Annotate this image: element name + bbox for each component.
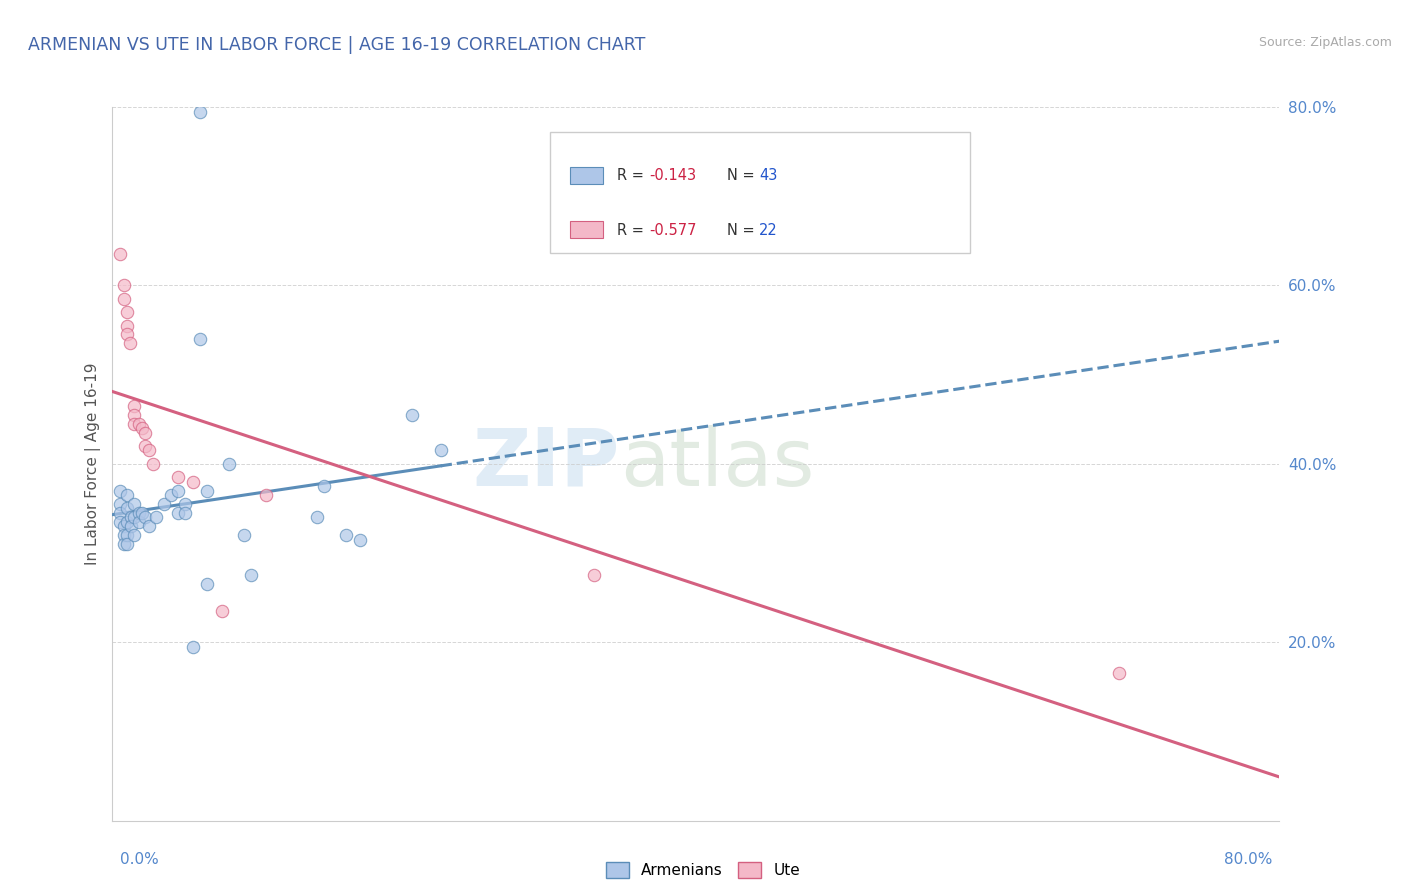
Text: ZIP: ZIP — [472, 425, 620, 503]
Point — [134, 439, 156, 453]
Point — [134, 425, 156, 440]
Text: 0.0%: 0.0% — [120, 852, 159, 867]
Point — [401, 408, 423, 422]
Point — [188, 332, 211, 346]
Point — [254, 488, 277, 502]
Point — [138, 519, 160, 533]
Point — [131, 506, 153, 520]
Point — [124, 510, 146, 524]
Legend: Armenians, Ute: Armenians, Ute — [600, 856, 806, 884]
Point — [134, 510, 156, 524]
Text: Source: ZipAtlas.com: Source: ZipAtlas.com — [1258, 36, 1392, 49]
Point — [124, 417, 146, 431]
FancyBboxPatch shape — [550, 132, 970, 253]
Text: ARMENIAN VS UTE IN LABOR FORCE | AGE 16-19 CORRELATION CHART: ARMENIAN VS UTE IN LABOR FORCE | AGE 16-… — [28, 36, 645, 54]
Point — [112, 528, 135, 542]
Point — [167, 470, 190, 484]
Point — [195, 577, 218, 591]
Point — [305, 510, 328, 524]
Point — [188, 104, 211, 119]
Point — [115, 327, 138, 342]
Point — [115, 488, 138, 502]
Point — [195, 483, 218, 498]
Point — [349, 533, 371, 547]
Point — [128, 515, 150, 529]
Text: 80.0%: 80.0% — [1225, 852, 1272, 867]
Point — [335, 528, 357, 542]
Text: N =: N = — [727, 168, 759, 183]
Text: -0.143: -0.143 — [650, 168, 696, 183]
Point — [312, 479, 335, 493]
Point — [112, 278, 135, 293]
Text: R =: R = — [617, 168, 648, 183]
Point — [240, 568, 263, 582]
Point — [108, 483, 131, 498]
Point — [108, 506, 131, 520]
Point — [108, 515, 131, 529]
Point — [174, 497, 197, 511]
Point — [115, 515, 138, 529]
Point — [145, 510, 167, 524]
Point — [124, 497, 146, 511]
Text: -0.577: -0.577 — [650, 223, 697, 238]
Point — [115, 528, 138, 542]
Point — [181, 640, 204, 654]
Point — [160, 488, 183, 502]
Point — [582, 568, 605, 582]
Point — [138, 443, 160, 458]
FancyBboxPatch shape — [569, 167, 603, 184]
Point — [115, 501, 138, 516]
Point — [167, 506, 190, 520]
Y-axis label: In Labor Force | Age 16-19: In Labor Force | Age 16-19 — [86, 362, 101, 566]
Text: R =: R = — [617, 223, 648, 238]
Point — [211, 604, 233, 618]
Text: 22: 22 — [759, 223, 778, 238]
Point — [152, 497, 174, 511]
Point — [115, 318, 138, 333]
Point — [112, 292, 135, 306]
Point — [181, 475, 204, 489]
Point — [218, 457, 240, 471]
Point — [120, 510, 142, 524]
Point — [128, 506, 150, 520]
Point — [108, 247, 131, 261]
Point — [120, 519, 142, 533]
Point — [142, 457, 165, 471]
Point — [429, 443, 451, 458]
Point — [174, 506, 197, 520]
Point — [124, 399, 146, 413]
Point — [112, 519, 135, 533]
Point — [115, 537, 138, 551]
Point — [124, 408, 146, 422]
Point — [131, 421, 153, 435]
Text: 43: 43 — [759, 168, 778, 183]
Point — [232, 528, 254, 542]
Point — [128, 417, 150, 431]
Point — [167, 483, 190, 498]
Point — [118, 336, 141, 351]
Point — [1108, 666, 1130, 681]
Point — [115, 305, 138, 319]
Point — [124, 528, 146, 542]
Point — [108, 497, 131, 511]
FancyBboxPatch shape — [569, 221, 603, 238]
Text: atlas: atlas — [620, 425, 814, 503]
Text: N =: N = — [727, 223, 759, 238]
Point — [112, 537, 135, 551]
